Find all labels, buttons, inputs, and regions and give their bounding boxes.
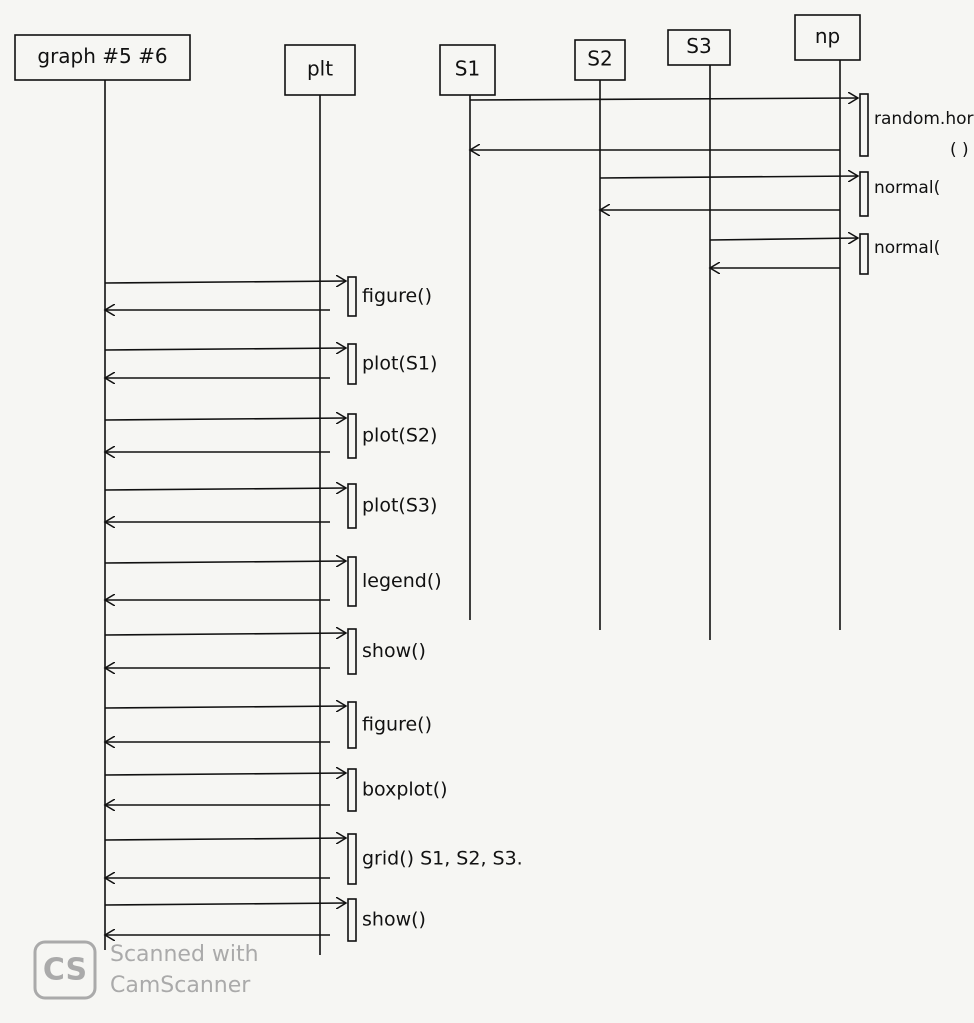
call-label: show() xyxy=(362,640,426,662)
call-label: ( ) xyxy=(950,140,969,160)
call-label: plot(S3) xyxy=(362,495,437,517)
activation xyxy=(859,171,869,217)
participant-label: S1 xyxy=(455,57,480,81)
activation xyxy=(347,556,357,607)
logo: CS xyxy=(43,953,87,988)
participant-box xyxy=(439,44,496,96)
call-arrow xyxy=(709,238,858,240)
call-label: grid() S1, S2, S3. xyxy=(362,848,523,870)
call-label: normal( xyxy=(874,238,940,258)
call-arrow xyxy=(104,773,346,775)
call-label: random.hort xyxy=(874,109,974,129)
call-label: boxplot() xyxy=(362,779,448,801)
participant-box xyxy=(667,29,731,66)
call-arrow xyxy=(104,348,346,350)
call-arrow xyxy=(104,903,346,905)
call-arrow xyxy=(104,633,346,635)
call-arrow xyxy=(104,838,346,840)
call-arrow xyxy=(104,706,346,708)
call-label: figure() xyxy=(362,285,432,307)
activation xyxy=(859,233,869,275)
activation xyxy=(347,276,357,317)
activation xyxy=(347,768,357,812)
activation xyxy=(347,483,357,529)
call-arrow xyxy=(104,488,346,490)
activation xyxy=(347,701,357,749)
call-arrow xyxy=(104,561,346,563)
call-label: plot(S1) xyxy=(362,353,437,375)
activation xyxy=(347,628,357,675)
participant-box xyxy=(14,34,191,81)
activation xyxy=(347,343,357,385)
activation xyxy=(347,833,357,885)
logo-box xyxy=(33,940,97,1000)
call-arrow xyxy=(599,176,858,178)
call-label: show() xyxy=(362,909,426,931)
call-arrow xyxy=(469,98,858,100)
participant-label: S3 xyxy=(686,34,711,58)
call-label: legend() xyxy=(362,570,442,592)
call-label: plot(S2) xyxy=(362,425,437,447)
call-arrow xyxy=(104,418,346,420)
watermark-line: Scanned with xyxy=(110,942,259,967)
participant-label: graph #5 #6 xyxy=(37,44,167,68)
activation xyxy=(859,93,869,157)
activation xyxy=(347,898,357,942)
call-label: normal( xyxy=(874,178,940,198)
participant-box xyxy=(794,14,861,61)
participant-label: np xyxy=(815,24,840,48)
call-arrow xyxy=(104,281,346,283)
call-label: figure() xyxy=(362,714,432,736)
participant-label: S2 xyxy=(587,47,612,71)
activation xyxy=(347,413,357,459)
participant-label: plt xyxy=(307,57,333,81)
watermark-line: CamScanner xyxy=(110,973,251,998)
